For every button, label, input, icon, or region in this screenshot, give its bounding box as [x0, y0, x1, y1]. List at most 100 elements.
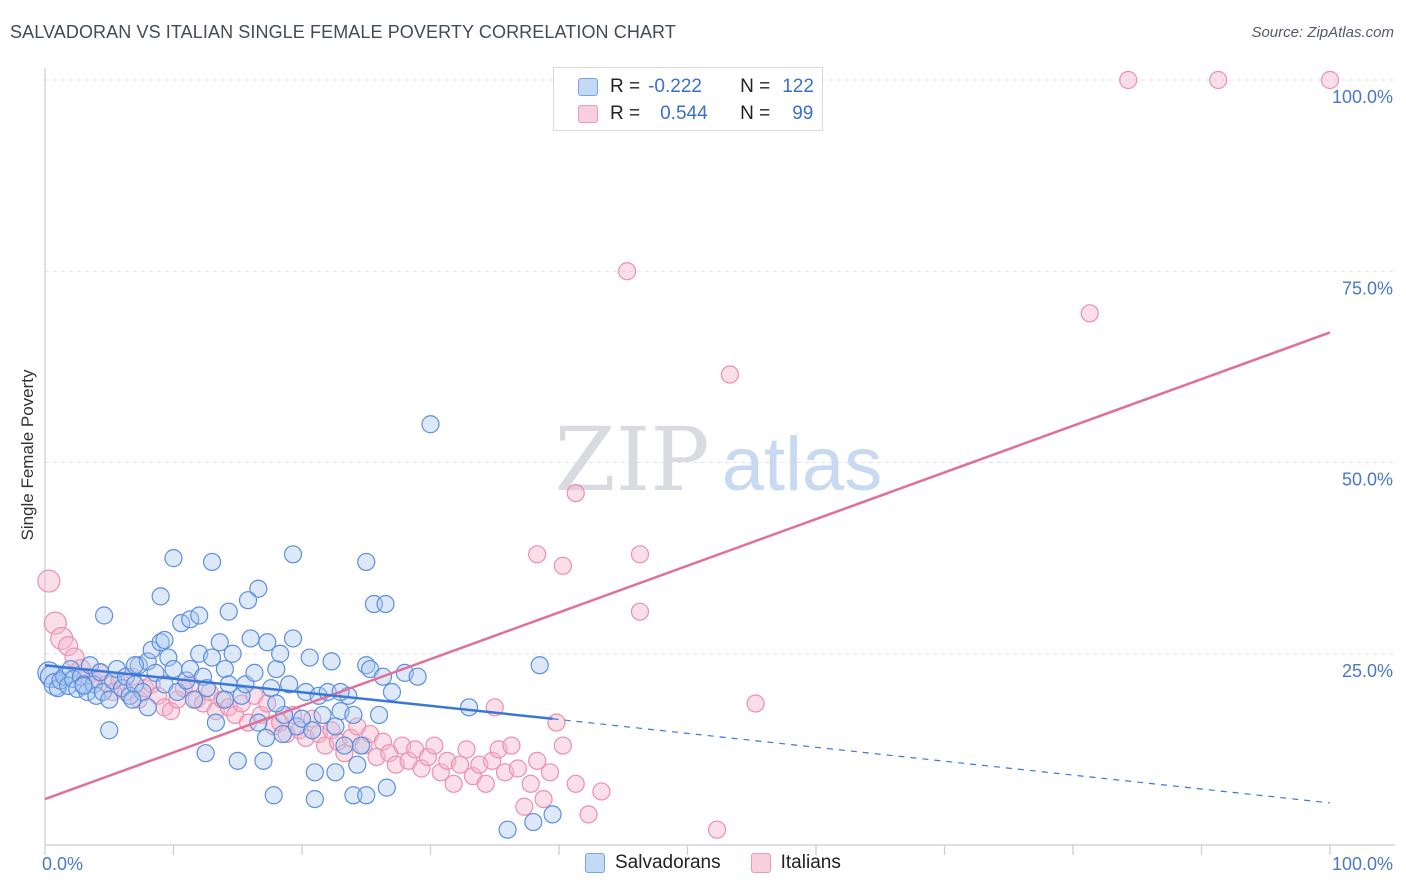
salvadoran-point: [322, 652, 341, 671]
italian-point: [720, 365, 740, 384]
correlation-legend: R = -0.222 N = 122 R = 0.544 N = 99: [553, 67, 823, 131]
legend-r-value: -0.222: [648, 76, 702, 97]
salvadoran-point: [305, 763, 324, 782]
salvadoran-point: [370, 705, 389, 725]
salvadoran-point: [202, 552, 222, 572]
legend-r-value: 0.544: [660, 103, 708, 124]
italian-point: [444, 774, 463, 793]
y-axis-label: Single Female Poverty: [18, 369, 37, 541]
salvadoran-point: [181, 610, 200, 629]
italian-point: [1119, 70, 1138, 90]
series-legend: Salvadorans Italians: [585, 852, 841, 874]
trend-lines: [44, 331, 1331, 804]
salvadoran-point: [254, 751, 273, 770]
x-tick-label: 100.0%: [1332, 854, 1393, 874]
salvadoran-point: [543, 805, 562, 824]
salvadoran-point: [95, 606, 114, 625]
y-tick-label: 100.0%: [1332, 87, 1393, 107]
salvadoran-point: [326, 717, 345, 736]
italian-point: [547, 713, 566, 732]
italians-points: [37, 70, 1340, 839]
salvadoran-point: [459, 698, 479, 717]
legend-n-label: N =: [740, 103, 771, 124]
salvadoran-point: [184, 690, 204, 709]
salvadoran-point: [524, 812, 543, 832]
legend-label-salvadorans: Salvadorans: [615, 852, 721, 873]
italian-point: [540, 763, 560, 782]
legend-n-value: 99: [792, 103, 814, 124]
italian-point: [630, 602, 650, 621]
italian-point: [43, 611, 67, 635]
italian-point: [418, 747, 438, 767]
italian-point: [502, 736, 521, 755]
salvadorans-trend-extension: [552, 718, 1331, 804]
salvadoran-point: [377, 778, 396, 797]
salvadoran-point: [348, 755, 367, 774]
salvadoran-point: [74, 676, 93, 695]
salvadoran-point: [241, 629, 260, 648]
watermark-atlas: atlas: [722, 422, 883, 507]
salvadoran-point: [129, 656, 148, 675]
salvadoran-point: [357, 786, 376, 805]
legend-swatch-salvadorans: [585, 853, 605, 873]
salvadoran-point: [283, 545, 303, 564]
salvadoran-point: [215, 659, 234, 679]
salvadoran-point: [249, 579, 268, 598]
italian-point: [373, 732, 393, 751]
italian-point: [58, 635, 79, 657]
salvadoran-point: [382, 682, 402, 702]
salvadoran-point: [202, 648, 222, 667]
italian-point: [431, 763, 450, 782]
italian-point: [579, 805, 598, 824]
salvadorans-trend-line: [44, 663, 553, 721]
legend-label-italians: Italians: [780, 852, 841, 873]
italian-point: [528, 751, 547, 770]
italian-point: [476, 774, 495, 793]
legend-r-label: R =: [610, 76, 641, 97]
legend-r-label: R =: [610, 103, 641, 124]
salvadoran-point: [219, 602, 238, 621]
italian-point: [746, 694, 765, 713]
x-tick-label: 0.0%: [42, 854, 83, 874]
salvadoran-point: [292, 709, 312, 728]
salvadoran-point: [305, 789, 324, 809]
tick-labels: 25.0% 50.0% 75.0% 100.0% 0.0% 100.0%: [42, 87, 1393, 874]
salvadoran-point: [100, 690, 119, 709]
italian-point: [553, 736, 572, 755]
salvadoran-point: [210, 633, 229, 652]
salvadoran-point: [335, 736, 354, 755]
axes: [44, 68, 1395, 855]
salvadoran-point: [245, 663, 264, 682]
salvadoran-point: [138, 698, 157, 717]
salvadoran-point: [196, 744, 215, 763]
salvadoran-point: [267, 694, 286, 713]
salvadoran-point: [530, 656, 549, 675]
italian-point: [450, 755, 470, 774]
legend-swatch-pink: [578, 105, 598, 123]
italian-point: [566, 484, 585, 503]
legend-swatch-blue: [578, 78, 598, 96]
italian-point: [425, 736, 444, 755]
italian-point: [630, 545, 650, 564]
italian-point: [457, 740, 476, 759]
legend-swatch-italians: [750, 853, 771, 873]
salvadoran-point: [313, 705, 332, 725]
legend-n-label: N =: [740, 76, 771, 97]
salvadoran-point: [408, 667, 427, 686]
italian-point: [335, 744, 354, 763]
salvadoran-point: [238, 591, 258, 610]
legend-row-italians: R = 0.544 N = 99: [578, 102, 813, 126]
italian-point: [161, 702, 181, 721]
salvadoran-point: [258, 633, 277, 652]
watermark-zip: ZIP: [554, 408, 709, 511]
italian-point: [1080, 304, 1099, 323]
legend-row-salvadorans: R = -0.222 N = 122: [578, 75, 814, 99]
salvadoran-point: [215, 690, 234, 709]
salvadoran-point: [271, 644, 290, 663]
italian-point: [515, 797, 534, 816]
salvadoran-point: [498, 820, 517, 839]
salvadoran-point: [256, 728, 276, 748]
salvadoran-point: [172, 614, 191, 633]
salvadoran-point: [267, 659, 286, 679]
